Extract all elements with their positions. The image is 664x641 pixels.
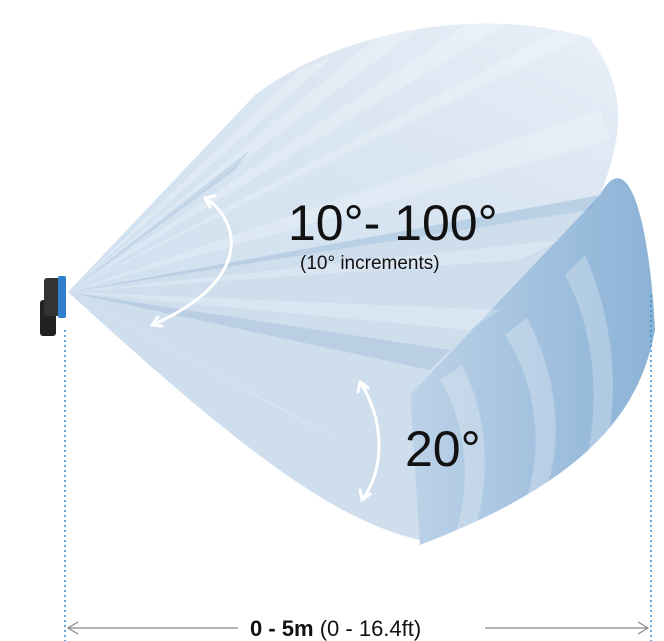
beam-shadow-stripes <box>68 150 600 370</box>
increment-note: (10° increments) <box>300 253 440 274</box>
beam-stripes <box>68 22 610 440</box>
beam-end-surface <box>410 178 655 545</box>
horizontal-angle-label: 10°- 100° <box>288 195 498 251</box>
range-dimension <box>64 295 652 641</box>
range-imperial: (0 - 16.4ft) <box>319 616 422 641</box>
beam-lower-surface <box>68 195 600 540</box>
range-metric: 0 - 5m <box>250 616 314 641</box>
end-face-bands <box>440 255 613 535</box>
detection-beam <box>68 22 655 545</box>
beam-top-surface <box>68 23 619 292</box>
radar-sensor-icon <box>40 276 66 336</box>
horizontal-angle-arrow <box>150 194 233 328</box>
vertical-angle-label: 20° <box>405 421 481 477</box>
vertical-angle-arrow <box>356 380 381 502</box>
range-label: 0 - 5m (0 - 16.4ft) <box>250 618 421 640</box>
